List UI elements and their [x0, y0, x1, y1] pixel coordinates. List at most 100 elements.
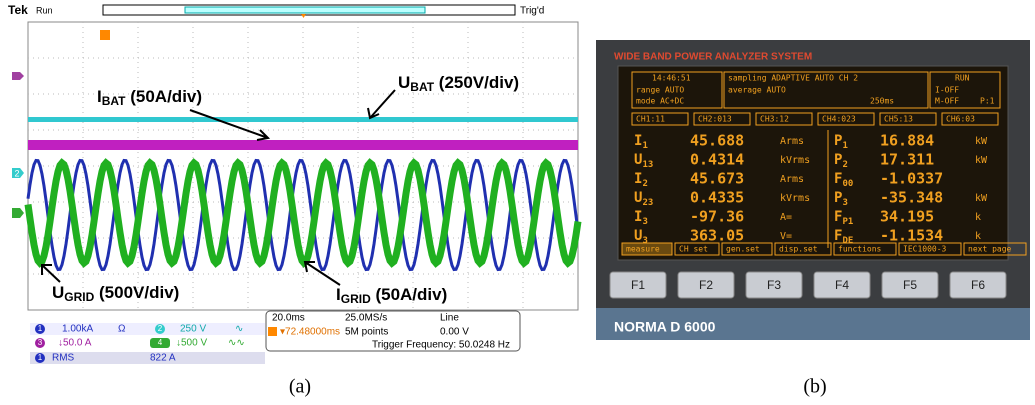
- reading-value: 0.4314: [690, 151, 744, 169]
- scope-brand: Tek: [8, 3, 28, 17]
- lcd: [618, 66, 1008, 260]
- reading-value: 45.688: [690, 132, 744, 150]
- caption: (a): [289, 376, 311, 398]
- menu-label: CH set: [679, 245, 708, 254]
- reading-value: 0.4335: [690, 189, 744, 207]
- reading-value: 16.884: [880, 132, 934, 150]
- ch-scale: ↓500 V: [176, 338, 207, 349]
- m-off: M-OFF: [935, 97, 959, 106]
- ch-scale: 1.00kA: [62, 324, 93, 335]
- reading-unit: Arms: [780, 136, 804, 147]
- function-key-label: F4: [835, 278, 849, 292]
- reading-value: -35.348: [880, 189, 943, 207]
- ch-id: 3: [38, 338, 43, 347]
- trigger-level: 0.00 V: [440, 327, 469, 338]
- channel-tab-label: CH5:13: [884, 115, 913, 124]
- function-key-label: F1: [631, 278, 645, 292]
- reading-unit: kVrms: [780, 193, 810, 204]
- reading-unit: kVrms: [780, 155, 810, 166]
- reading-value: 45.673: [690, 170, 744, 188]
- label-sub: 3: [642, 217, 647, 227]
- average: average AUTO: [728, 86, 786, 95]
- function-key-label: F3: [767, 278, 781, 292]
- waveform: [28, 140, 578, 150]
- reading-unit: k: [975, 231, 981, 242]
- menu-label: IEC1000-3: [903, 245, 947, 254]
- trigger-source: Line: [440, 313, 459, 324]
- ch-scale: ↓50.0 A: [58, 338, 92, 349]
- channel-tab-label: CH4:023: [822, 115, 856, 124]
- ch-scale: 250 V: [180, 324, 206, 335]
- reading-value: -1.0337: [880, 170, 943, 188]
- label: U: [634, 152, 642, 168]
- ch-symbol: ∿∿: [228, 338, 245, 349]
- channel-tab-label: CH2:013: [698, 115, 732, 124]
- menu-label: gen.set: [726, 245, 760, 254]
- reading-unit: kW: [975, 193, 988, 204]
- trigger-icon: [268, 327, 277, 336]
- scope-screen: [28, 22, 578, 310]
- reading-value: 34.195: [880, 208, 934, 226]
- label: U: [634, 190, 642, 206]
- label-sub: 3: [842, 198, 847, 208]
- label: F: [834, 209, 842, 225]
- menu-label: functions: [838, 245, 882, 254]
- reading-value: 363.05: [690, 227, 744, 245]
- label-sub: 13: [642, 160, 653, 170]
- reading-unit: Arms: [780, 174, 804, 185]
- interval: 250ms: [870, 97, 894, 106]
- analyzer-brand: NORMA D 6000: [614, 319, 716, 335]
- ch-symbol: ∿: [235, 324, 243, 335]
- reading-value: -97.36: [690, 208, 744, 226]
- reading-unit: kW: [975, 136, 988, 147]
- ch2-marker-label: 2: [14, 168, 19, 178]
- trigger-frequency: Trigger Frequency: 50.0248 Hz: [372, 340, 510, 351]
- label: I: [634, 171, 642, 187]
- clock: 14:46:51: [652, 74, 691, 83]
- ch-id: 4: [158, 338, 163, 347]
- label: P: [834, 152, 842, 168]
- trigger-status: Trig'd: [520, 6, 544, 17]
- label: P: [834, 190, 842, 206]
- label-sub: 23: [642, 198, 653, 208]
- meas-name: RMS: [52, 353, 75, 364]
- sample-rate: 25.0MS/s: [345, 313, 387, 324]
- channel-tab-label: CH1:11: [636, 115, 665, 124]
- analyzer-header: WIDE BAND POWER ANALYZER SYSTEM: [614, 52, 812, 63]
- label: I: [634, 133, 642, 149]
- label: I: [634, 209, 642, 225]
- scope-status: Run: [36, 5, 53, 15]
- reading-value: 17.311: [880, 151, 934, 169]
- meas-value: 822 A: [150, 353, 176, 364]
- ch-id: 1: [38, 324, 43, 333]
- run: RUN: [955, 74, 970, 83]
- menu-label: next page: [968, 245, 1012, 254]
- label-sub: 2: [842, 160, 847, 170]
- function-key-label: F2: [699, 278, 713, 292]
- reading-unit: k: [975, 212, 981, 223]
- reading-unit: kW: [975, 155, 988, 166]
- label: P: [834, 133, 842, 149]
- horizontal-scale: 20.0ms: [272, 313, 305, 324]
- function-key-label: F6: [971, 278, 985, 292]
- reading-unit: V=: [780, 231, 792, 242]
- menu-label: measure: [626, 245, 660, 254]
- i-off: I-OFF: [935, 86, 959, 95]
- label-sub: P1: [842, 217, 853, 227]
- label: F: [834, 228, 842, 244]
- label: F: [834, 171, 842, 187]
- record-window: [185, 7, 425, 13]
- page: P:1: [980, 97, 995, 106]
- label-sub: 1: [842, 141, 847, 151]
- label-sub: 1: [642, 141, 647, 151]
- label-sub: 2: [642, 179, 647, 189]
- function-key-label: F5: [903, 278, 917, 292]
- label-sub: 00: [842, 179, 853, 189]
- ch-symbol: Ω: [118, 324, 126, 335]
- channel-tab-label: CH3:12: [760, 115, 789, 124]
- reading-unit: A=: [780, 212, 792, 223]
- waveform: [28, 117, 578, 122]
- channel-tab-label: CH6:03: [946, 115, 975, 124]
- label: U: [634, 228, 642, 244]
- caption: (b): [803, 376, 826, 398]
